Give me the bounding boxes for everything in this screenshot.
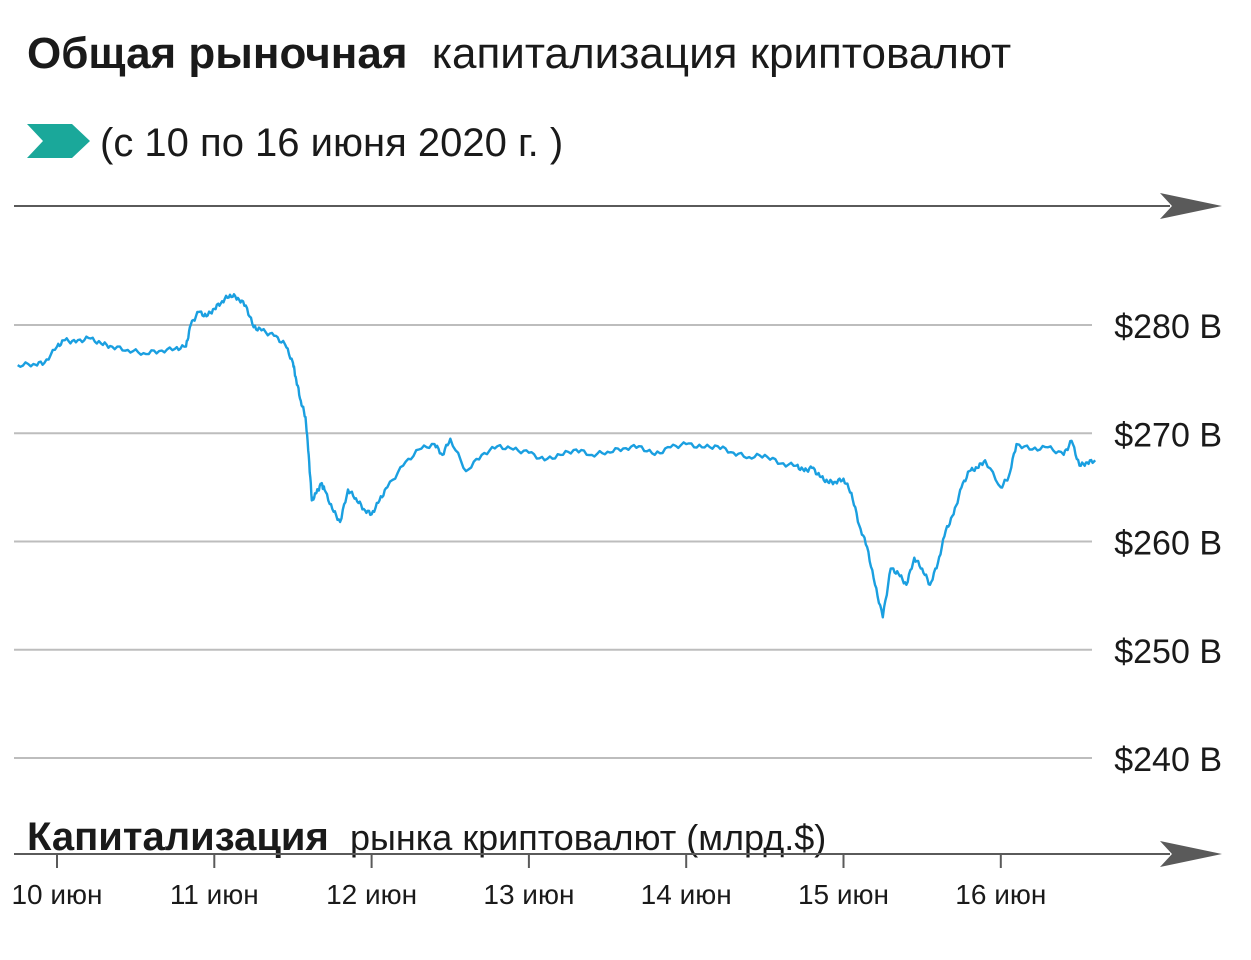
y-axis-labels: $280 B $270 B $260 B $250 B $240 B [1114, 308, 1222, 779]
x-tick-label: 14 июн [641, 879, 732, 910]
y-tick-label: $250 B [1114, 633, 1222, 671]
gray-arrow-icon [1160, 841, 1222, 867]
y-axis-title-regular: рынка криптовалют (млрд.$) [350, 817, 826, 858]
chart-title-regular: капитализация криптовалют [432, 29, 1011, 78]
x-tick-label: 16 июн [955, 879, 1046, 910]
x-tick-label: 11 июн [170, 879, 259, 910]
series-line [17, 293, 1097, 619]
y-tick-label: $280 B [1114, 308, 1222, 346]
x-tick-label: 13 июн [483, 879, 574, 910]
gray-arrow-icon [1160, 193, 1222, 219]
teal-arrow-icon [27, 124, 90, 158]
y-tick-label: $270 B [1114, 416, 1222, 454]
x-tick-label: 12 июн [326, 879, 417, 910]
y-tick-label: $260 B [1114, 525, 1222, 563]
chart-title-bold: Общая рыночная [27, 29, 408, 78]
grid-lines [14, 324, 1092, 759]
chart-title: Общая рыночная капитализация криптовалют [27, 29, 1011, 78]
x-tick-label: 10 июн [11, 879, 102, 910]
y-axis-title: Капитализация рынка криптовалют (млрд.$) [27, 815, 826, 859]
x-tick-label: 15 июн [798, 879, 889, 910]
y-tick-label: $240 B [1114, 741, 1222, 779]
x-axis-ticks: 10 июн 11 июн 12 июн 13 июн 14 июн 15 июн 16 и… [11, 854, 1046, 910]
chart-subtitle: (с 10 по 16 июня 2020 г. ) [100, 121, 563, 165]
y-axis-title-bold: Капитализация [27, 815, 329, 859]
